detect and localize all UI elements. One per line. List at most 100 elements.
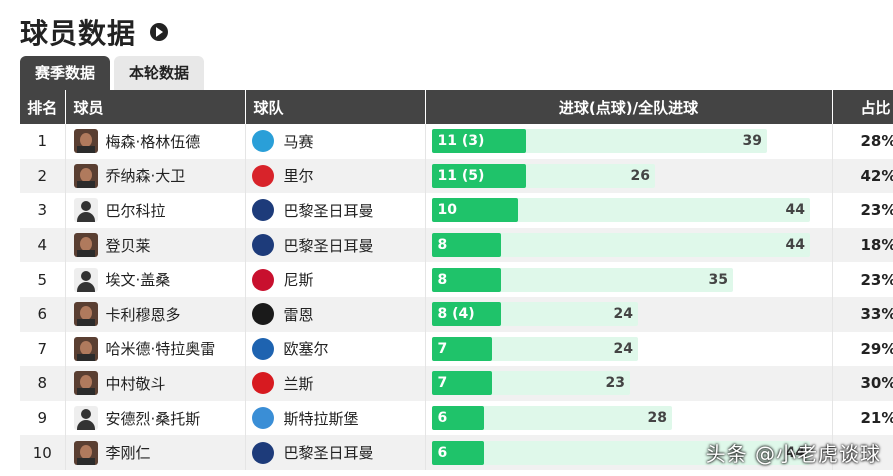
team-goals-label: 24 [613, 340, 633, 357]
team-name[interactable]: 巴黎圣日耳曼 [283, 236, 374, 255]
team-goals-label: 26 [630, 167, 650, 184]
player-cell[interactable]: 卡利穆恩多 [65, 296, 246, 332]
table-row[interactable]: 7 哈米德·特拉奥雷 欧塞尔 7 24 29% [20, 331, 893, 367]
player-avatar [73, 336, 98, 361]
col-header-ratio[interactable]: 占比 [860, 98, 891, 117]
table-row[interactable]: 1 梅森·格林伍德 马赛 11 (3) 39 28% [20, 124, 893, 159]
player-goals-label: 8 [437, 237, 448, 254]
player-goals-label: 7 [437, 340, 448, 357]
psg-crest-icon [251, 234, 274, 257]
team-name[interactable]: 尼斯 [283, 271, 314, 290]
player-name[interactable]: 埃文·盖桑 [105, 271, 171, 290]
team-goals-label: 44 [785, 237, 805, 254]
rank-cell: 9 [20, 400, 66, 436]
goals-cell: 6 44 [425, 435, 833, 470]
team-cell[interactable]: 尼斯 [245, 262, 426, 297]
player-name[interactable]: 哈米德·特拉奥雷 [105, 340, 216, 359]
ratio-cell: 21% [860, 409, 893, 428]
table-row[interactable]: 9 安德烈·桑托斯 斯特拉斯堡 6 28 21% [20, 400, 893, 436]
rank-cell: 4 [20, 227, 66, 263]
rank-cell: 6 [20, 296, 66, 332]
player-avatar [73, 198, 98, 223]
player-name[interactable]: 梅森·格林伍德 [105, 132, 201, 151]
ratio-cell: 18% [860, 236, 893, 255]
player-cell[interactable]: 中村敬斗 [65, 366, 246, 401]
goals-bar: 7 23 [431, 371, 832, 396]
player-cell[interactable]: 安德烈·桑托斯 [65, 400, 246, 436]
player-name[interactable]: 巴尔科拉 [105, 201, 166, 220]
player-goals-bar [431, 233, 501, 258]
table-row[interactable]: 3 巴尔科拉 巴黎圣日耳曼 10 44 23% [20, 193, 893, 228]
team-name[interactable]: 兰斯 [283, 374, 314, 393]
team-name[interactable]: 巴黎圣日耳曼 [283, 201, 374, 220]
col-header-player[interactable]: 球员 [65, 90, 246, 124]
player-cell[interactable]: 乔纳森·大卫 [65, 158, 246, 194]
player-name[interactable]: 安德烈·桑托斯 [105, 409, 201, 428]
team-cell[interactable]: 兰斯 [245, 366, 426, 401]
team-cell[interactable]: 巴黎圣日耳曼 [245, 193, 426, 228]
goals-bar: 6 28 [431, 406, 832, 431]
table-row[interactable]: 2 乔纳森·大卫 里尔 11 (5) 26 42% [20, 158, 893, 194]
goals-bar: 11 (3) 39 [431, 129, 832, 154]
goals-bar: 7 24 [431, 336, 832, 361]
player-goals-bar [431, 302, 501, 327]
reims-crest-icon [251, 372, 274, 395]
player-cell[interactable]: 埃文·盖桑 [65, 262, 246, 297]
team-cell[interactable]: 巴黎圣日耳曼 [245, 435, 426, 470]
player-cell[interactable]: 哈米德·特拉奥雷 [65, 331, 246, 367]
page-title: 球员数据 [20, 17, 137, 50]
player-goals-label: 11 (3) [437, 133, 485, 150]
team-name[interactable]: 里尔 [283, 167, 314, 186]
rennes-crest-icon [251, 303, 274, 326]
player-avatar [73, 233, 98, 258]
col-header-rank[interactable]: 排名 [20, 90, 66, 124]
tab-season-stats[interactable]: 赛季数据 [20, 56, 111, 90]
table-row[interactable]: 4 登贝莱 巴黎圣日耳曼 8 44 18% [20, 227, 893, 263]
player-name[interactable]: 登贝莱 [105, 236, 151, 255]
goals-cell: 10 44 [425, 193, 833, 228]
tab-round-stats[interactable]: 本轮数据 [114, 56, 205, 90]
team-goals-label: 28 [647, 410, 667, 427]
table-row[interactable]: 5 埃文·盖桑 尼斯 8 35 23% [20, 262, 893, 297]
team-name[interactable]: 马赛 [283, 132, 314, 151]
player-cell[interactable]: 登贝莱 [65, 227, 246, 263]
psg-crest-icon [251, 441, 274, 464]
auxerre-crest-icon [251, 337, 274, 360]
team-name[interactable]: 巴黎圣日耳曼 [283, 444, 374, 463]
player-name[interactable]: 李刚仁 [105, 444, 151, 463]
goals-bar: 11 (5) 26 [431, 163, 832, 188]
player-name[interactable]: 中村敬斗 [105, 374, 166, 393]
player-name[interactable]: 卡利穆恩多 [105, 305, 181, 324]
team-cell[interactable]: 雷恩 [245, 296, 426, 332]
col-header-goals[interactable]: 进球(点球)/全队进球 [425, 90, 833, 124]
team-name[interactable]: 欧塞尔 [283, 340, 329, 359]
goals-cell: 7 23 [425, 366, 833, 401]
goals-bar: 6 44 [431, 440, 832, 465]
team-name[interactable]: 雷恩 [283, 305, 314, 324]
goals-bar: 8 (4) 24 [431, 302, 832, 327]
team-goals-label: 44 [785, 444, 805, 461]
arrow-right-circle-icon[interactable] [150, 23, 169, 41]
team-name[interactable]: 斯特拉斯堡 [283, 409, 359, 428]
rank-cell: 3 [20, 193, 66, 228]
player-goals-label: 10 [437, 202, 457, 219]
player-goals-label: 8 [437, 271, 448, 288]
team-cell[interactable]: 马赛 [245, 124, 426, 159]
team-goals-bar [431, 440, 810, 465]
table-row[interactable]: 10 李刚仁 巴黎圣日耳曼 6 44 [20, 435, 893, 470]
player-cell[interactable]: 梅森·格林伍德 [65, 124, 246, 159]
team-cell[interactable]: 欧塞尔 [245, 331, 426, 367]
table-row[interactable]: 6 卡利穆恩多 雷恩 8 (4) 24 33% [20, 296, 893, 332]
team-cell[interactable]: 斯特拉斯堡 [245, 400, 426, 436]
tab-bar: 赛季数据 本轮数据 [20, 56, 208, 90]
player-goals-label: 11 (5) [437, 167, 485, 184]
rank-cell: 7 [20, 331, 66, 367]
col-header-team[interactable]: 球队 [245, 90, 426, 124]
team-cell[interactable]: 里尔 [245, 158, 426, 194]
player-cell[interactable]: 李刚仁 [65, 435, 246, 470]
table-row[interactable]: 8 中村敬斗 兰斯 7 23 30% [20, 366, 893, 401]
player-cell[interactable]: 巴尔科拉 [65, 193, 246, 228]
player-name[interactable]: 乔纳森·大卫 [105, 167, 186, 186]
team-goals-label: 23 [605, 375, 625, 392]
team-cell[interactable]: 巴黎圣日耳曼 [245, 227, 426, 263]
